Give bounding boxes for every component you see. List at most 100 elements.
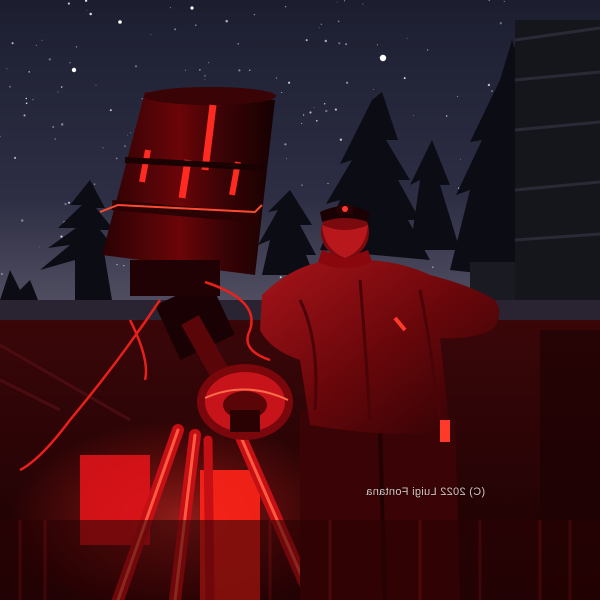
star-icon — [284, 143, 287, 146]
star-icon — [60, 86, 63, 88]
star-icon — [281, 91, 283, 94]
star-icon — [25, 97, 28, 100]
star-icon — [169, 7, 171, 9]
telescope-mount — [155, 280, 293, 440]
star-icon — [302, 114, 305, 116]
conifer-tree-icon — [40, 180, 118, 310]
star-icon — [204, 79, 206, 80]
star-icon — [75, 46, 78, 48]
conifer-tree-icon — [0, 270, 40, 305]
star-icon — [32, 98, 34, 101]
star-icon — [426, 49, 429, 51]
star-icon — [123, 264, 125, 267]
star-icon — [345, 43, 347, 46]
star-icon — [279, 276, 282, 279]
star-icon — [20, 219, 24, 222]
bright-star-icon — [71, 67, 77, 73]
star-icon — [488, 0, 490, 2]
star-icon — [41, 39, 43, 41]
star-icon — [116, 263, 118, 266]
star-icon — [315, 119, 318, 122]
star-icon — [23, 114, 26, 117]
star-icon — [287, 81, 291, 84]
star-icon — [60, 123, 64, 126]
star-icon — [305, 39, 308, 42]
star-icon — [403, 77, 406, 80]
star-icon — [199, 69, 201, 71]
star-icon — [84, 0, 88, 2]
star-icon — [372, 89, 374, 91]
star-icon — [64, 202, 67, 206]
star-icon — [204, 74, 206, 77]
star-icon — [362, 3, 364, 5]
star-icon — [376, 44, 378, 46]
telescope-icon — [99, 87, 276, 296]
star-icon — [318, 27, 320, 29]
star-icon — [309, 111, 312, 114]
star-icon — [324, 103, 326, 105]
star-icon — [248, 69, 251, 71]
star-icon — [344, 0, 346, 2]
star-icon — [184, 69, 187, 71]
star-icon — [253, 13, 256, 16]
star-icon — [28, 71, 31, 73]
star-icon — [412, 114, 414, 116]
star-icon — [0, 135, 1, 138]
star-icon — [339, 138, 343, 141]
star-icon — [345, 81, 349, 84]
star-icon — [432, 266, 434, 268]
photo-credit-watermark: (C) 2022 Luigi Fontana — [366, 486, 486, 498]
star-icon — [95, 84, 97, 86]
star-icon — [503, 0, 505, 2]
star-icon — [174, 28, 177, 31]
star-icon — [124, 145, 126, 148]
star-icon — [337, 20, 340, 23]
cabin-structure — [515, 20, 600, 310]
star-icon — [499, 22, 502, 25]
power-cables — [19, 280, 271, 472]
star-icon — [14, 156, 17, 159]
star-icon — [39, 246, 41, 248]
star-icon — [0, 273, 3, 275]
star-icon — [48, 58, 51, 61]
star-icon — [301, 123, 303, 124]
star-icon — [460, 158, 461, 160]
star-icon — [67, 2, 70, 5]
star-icon — [237, 42, 240, 45]
star-icon — [54, 138, 56, 140]
star-icon — [301, 184, 303, 186]
star-icon — [238, 69, 241, 72]
star-icon — [35, 44, 37, 46]
star-icon — [8, 85, 11, 88]
star-icon — [325, 109, 328, 113]
star-icon — [127, 134, 129, 136]
bright-star-icon — [379, 54, 387, 62]
star-icon — [456, 95, 459, 98]
star-icon — [194, 24, 197, 27]
star-icon — [286, 158, 288, 160]
star-icon — [86, 10, 88, 11]
star-icon — [324, 39, 328, 43]
star-icon — [11, 42, 14, 45]
conifer-tree-icon — [258, 190, 316, 275]
star-icon — [313, 107, 315, 109]
star-icon — [491, 90, 493, 92]
bright-star-icon — [190, 6, 194, 10]
star-icon — [115, 157, 118, 160]
star-icon — [336, 1, 338, 3]
star-icon — [89, 12, 92, 16]
star-icon — [207, 61, 210, 64]
star-icon — [102, 147, 104, 149]
star-icon — [445, 115, 448, 117]
star-icon — [284, 6, 287, 8]
star-icon — [109, 109, 112, 112]
star-icon — [225, 19, 228, 23]
star-icon — [130, 132, 132, 134]
star-icon — [150, 34, 152, 36]
bottom-streaks — [0, 520, 600, 600]
star-icon — [275, 77, 278, 79]
tree-line — [0, 20, 600, 310]
bright-star-icon — [118, 20, 122, 24]
